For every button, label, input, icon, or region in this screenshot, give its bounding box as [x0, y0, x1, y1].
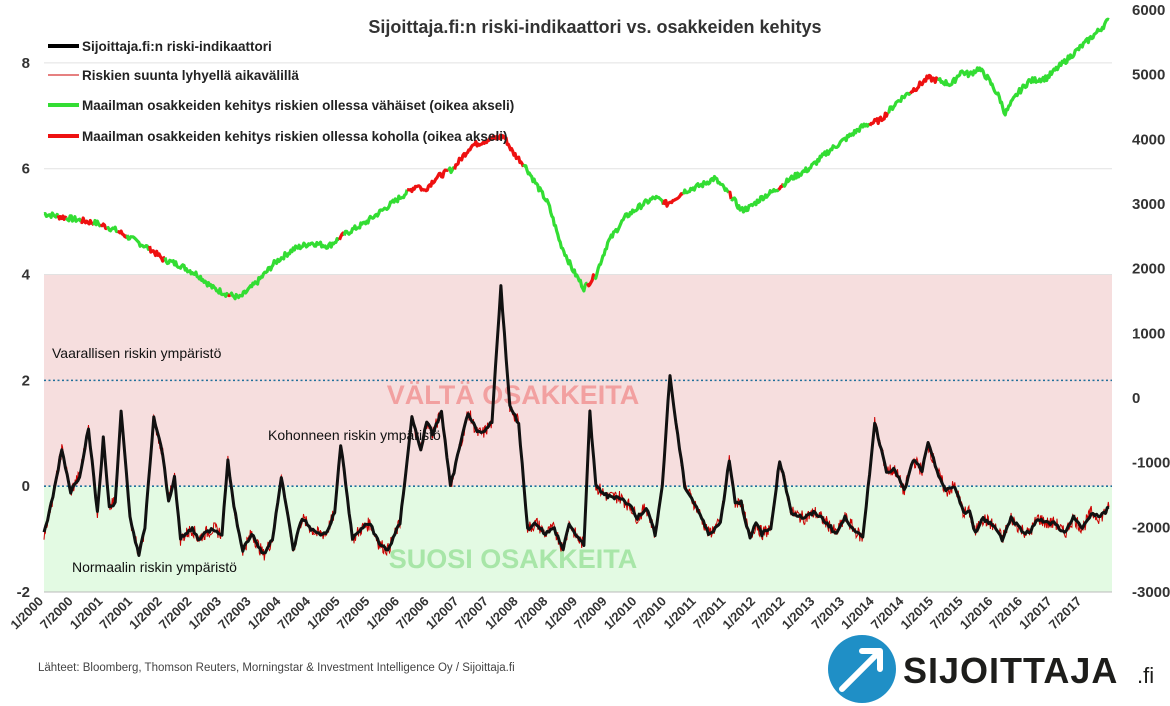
- x-tick-label: 1/2017: [1016, 594, 1055, 633]
- x-tick-label: 1/2015: [897, 594, 936, 633]
- logo-text: SIJOITTAJA: [903, 650, 1118, 691]
- left-tick-label: 8: [22, 55, 30, 72]
- x-tick-label: 1/2011: [661, 594, 699, 632]
- stocks-low-risk-segment: [937, 17, 1110, 117]
- x-tick-label: 1/2005: [304, 594, 343, 633]
- x-tick-label: 1/2009: [541, 594, 580, 633]
- stocks-high-risk-segment: [586, 273, 597, 288]
- x-tick-label: 7/2007: [452, 594, 491, 633]
- stocks-low-risk-segment: [887, 91, 912, 114]
- stocks-high-risk-segment: [868, 111, 890, 127]
- x-tick-label: 7/2009: [571, 594, 610, 633]
- arrow-icon: [839, 648, 883, 692]
- x-tick-label: 7/2003: [215, 594, 254, 633]
- stocks-high-risk-segment: [661, 192, 685, 208]
- left-tick-label: 6: [22, 161, 30, 178]
- stocks-high-risk-segment: [909, 73, 939, 95]
- stocks-high-risk-segment: [227, 293, 232, 298]
- x-tick-label: 7/2008: [512, 594, 551, 633]
- stocks-low-risk-segment: [342, 189, 409, 236]
- right-tick-label: 3000: [1132, 196, 1165, 213]
- left-tick-label: -2: [17, 584, 30, 601]
- x-tick-label: 1/2002: [126, 594, 165, 633]
- logo: SIJOITTAJA .fi: [828, 635, 1154, 703]
- x-tick-label: 7/2017: [1046, 594, 1085, 633]
- x-tick-label: 7/2006: [393, 594, 432, 633]
- legend: Sijoittaja.fi:n riski-indikaattori Riskie…: [48, 39, 514, 144]
- stocks-high-risk-segment: [728, 190, 733, 200]
- legend-label-1: Riskien suunta lyhyellä aikavälillä: [82, 68, 299, 83]
- right-tick-label: -1000: [1132, 455, 1170, 472]
- x-tick-label: 7/2005: [334, 594, 373, 633]
- stocks-low-risk-segment: [65, 214, 83, 223]
- stocks-high-risk-segment: [79, 216, 96, 227]
- legend-label-3: Maailman osakkeiden kehitys riskien olle…: [82, 129, 507, 144]
- x-tick-label: 1/2001: [67, 594, 106, 633]
- stocks-low-risk-segment: [781, 122, 871, 188]
- source-note: Lähteet: Bloomberg, Thomson Reuters, Mor…: [38, 662, 515, 674]
- zone-label-0: VÄLTÄ OSAKKEITA: [387, 380, 640, 410]
- stocks-high-risk-segment: [453, 133, 525, 170]
- x-tick-label: 7/2001: [96, 594, 135, 633]
- stocks-low-risk-segment: [125, 234, 152, 251]
- annotation-elevated-risk: Kohonneen riskin ympäristö: [268, 427, 441, 443]
- right-tick-label: 4000: [1132, 131, 1165, 148]
- right-tick-label: 2000: [1132, 261, 1165, 278]
- stocks-low-risk-segment: [593, 194, 665, 281]
- x-tick-label: 1/2012: [719, 594, 758, 633]
- x-tick-label: 7/2012: [749, 594, 788, 633]
- x-tick-label: 1/2007: [423, 594, 462, 633]
- stocks-low-risk-segment: [522, 163, 588, 293]
- legend-label-2: Maailman osakkeiden kehitys riskien olle…: [82, 98, 514, 113]
- right-tick-label: 6000: [1132, 2, 1165, 19]
- zones-layer: VÄLTÄ OSAKKEITA SUOSI OSAKKEITA: [44, 274, 1112, 592]
- x-tick-label: 1/2013: [779, 594, 818, 633]
- x-tick-label: 7/2013: [808, 594, 847, 633]
- x-tick-label: 7/2010: [630, 594, 669, 633]
- x-tick-label: 1/2008: [482, 594, 521, 633]
- stocks-high-risk-segment: [406, 168, 450, 194]
- annotation-dangerous-risk: Vaarallisen riskin ympäristö: [52, 345, 222, 361]
- x-tick-label: 1/2010: [601, 594, 640, 633]
- stocks-low-risk-segment: [682, 174, 730, 195]
- right-tick-label: -3000: [1132, 584, 1170, 601]
- logo-suffix: .fi: [1137, 663, 1154, 688]
- legend-label-0: Sijoittaja.fi:n riski-indikaattori: [82, 39, 272, 54]
- stocks-low-risk-segment: [228, 237, 341, 301]
- series-layer: [42, 17, 1110, 561]
- stocks-low-risk-segment: [43, 211, 60, 219]
- x-tick-label: 7/2016: [986, 594, 1025, 633]
- zone-label-1: SUOSI OSAKKEITA: [389, 544, 638, 574]
- stocks-low-risk-segment: [105, 225, 118, 234]
- stocks-low-risk-segment: [730, 187, 780, 214]
- x-tick-label: 1/2003: [185, 594, 224, 633]
- x-tick-label: 1/2016: [957, 594, 996, 633]
- stocks-high-risk-segment: [148, 245, 166, 263]
- stocks-high-risk-segment: [117, 229, 129, 239]
- x-tick-label: 7/2015: [927, 594, 966, 633]
- stocks-low-risk-segment: [92, 218, 103, 228]
- right-tick-label: 1000: [1132, 325, 1165, 342]
- stocks-high-risk-segment: [99, 222, 108, 231]
- right-tick-label: 0: [1132, 390, 1140, 407]
- x-tick-label: 7/2000: [37, 594, 76, 633]
- chart-title: Sijoittaja.fi:n riski-indikaattori vs. o…: [368, 17, 821, 37]
- left-tick-label: 0: [22, 478, 30, 495]
- right-tick-label: -2000: [1132, 519, 1170, 536]
- annotation-normal-risk: Normaalin riskin ympäristö: [72, 559, 237, 575]
- x-tick-label: 1/2006: [363, 594, 402, 633]
- zone-band-0: [44, 274, 1112, 487]
- left-tick-label: 4: [22, 267, 31, 284]
- stocks-low-risk-segment: [163, 257, 230, 298]
- x-tick-label: 7/2002: [156, 594, 195, 633]
- risk-indicator-line: [42, 284, 1110, 557]
- stocks-high-risk-segment: [56, 214, 68, 221]
- left-tick-label: 2: [22, 372, 30, 389]
- right-tick-label: 5000: [1132, 67, 1165, 84]
